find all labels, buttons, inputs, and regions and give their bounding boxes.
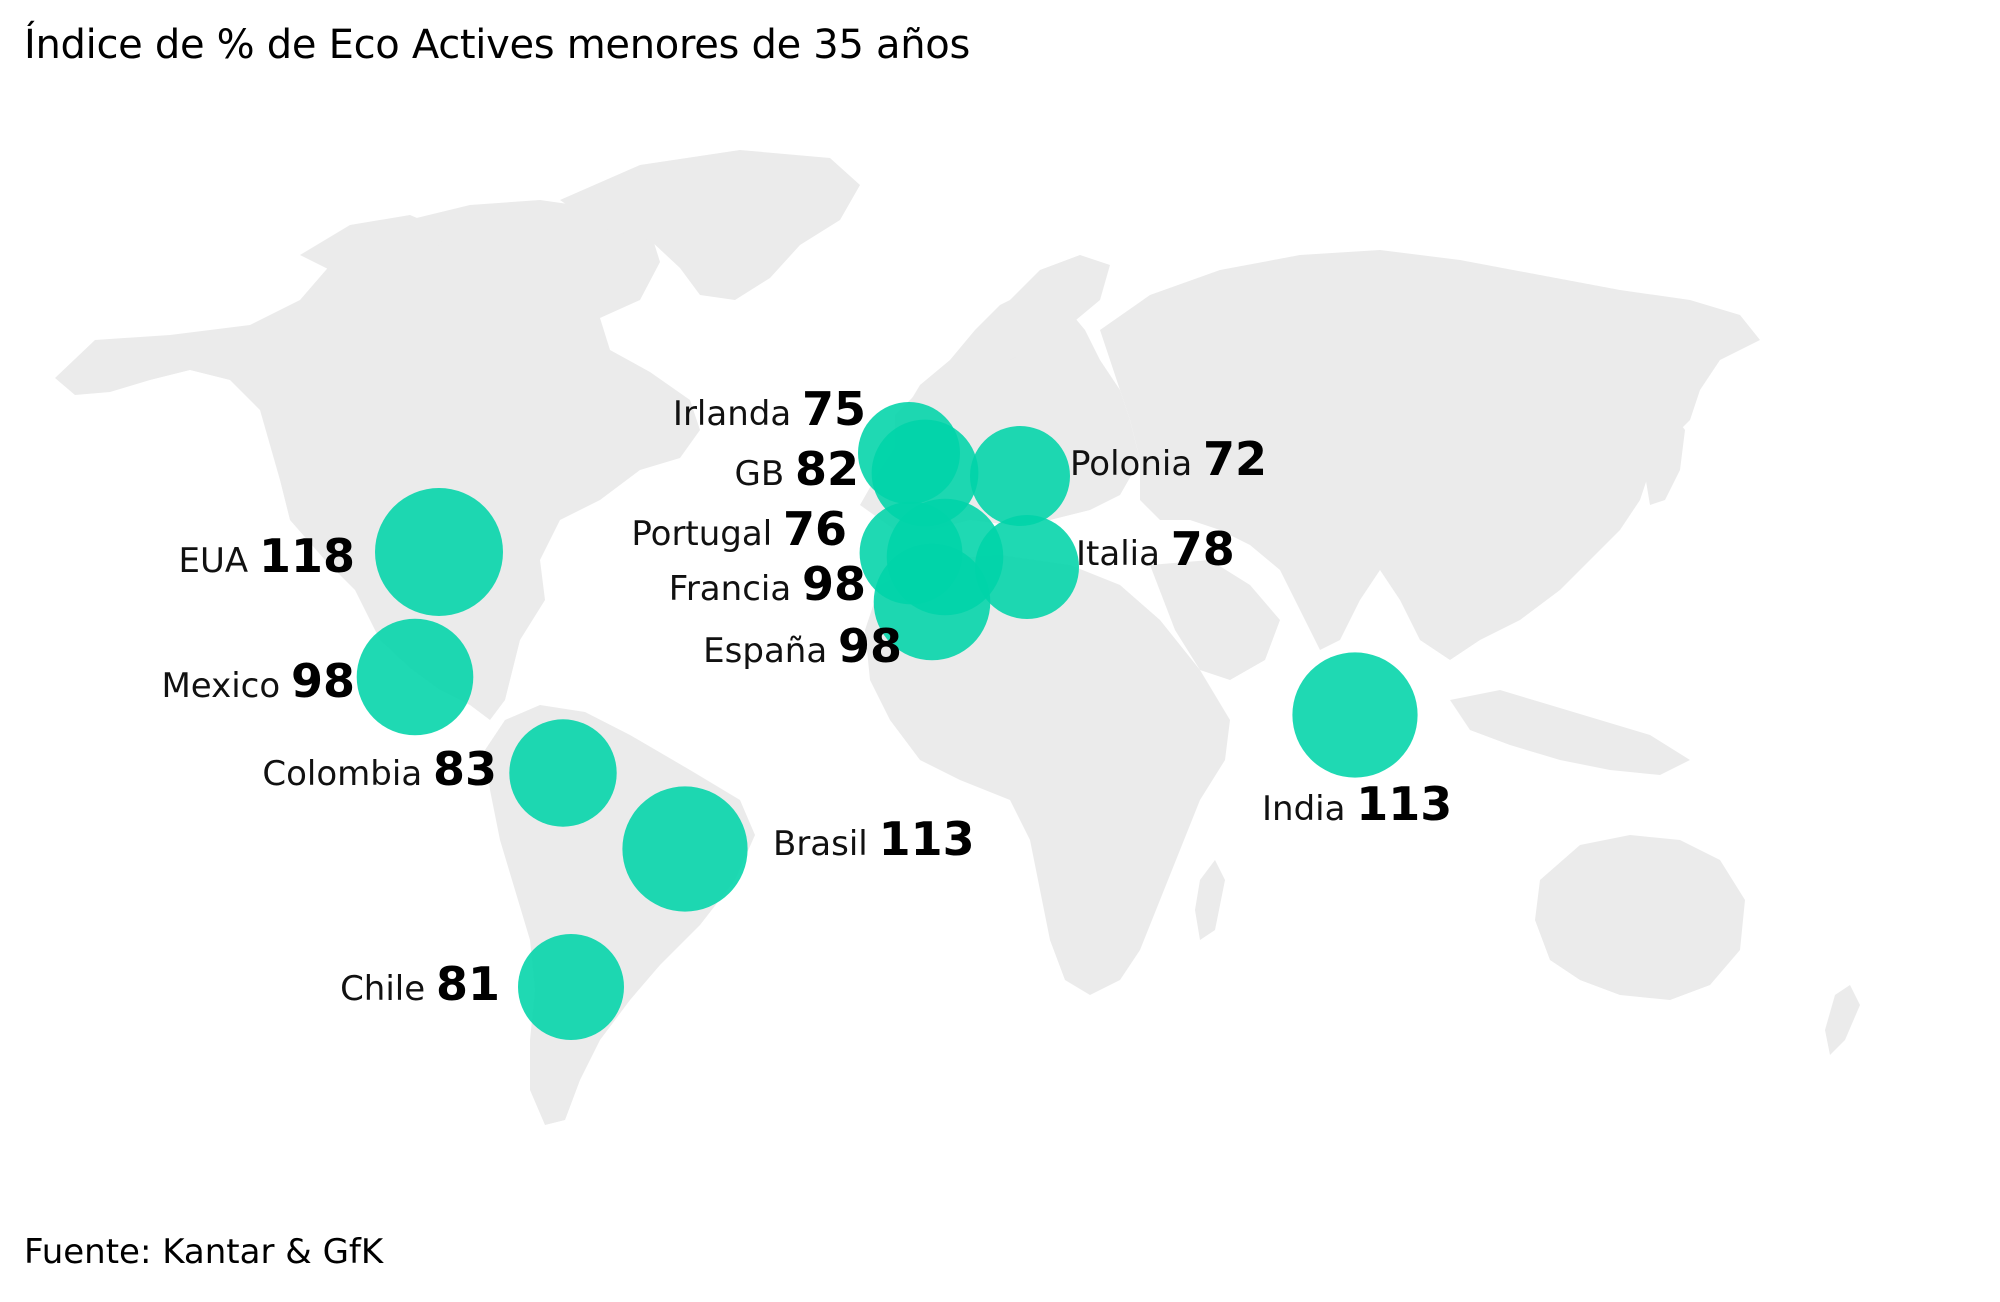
label-españa: España 98 — [703, 619, 902, 673]
bubble-layer — [356, 402, 1418, 1040]
label-eua: EUA 118 — [179, 529, 355, 583]
country-name: Colombia — [262, 754, 433, 794]
label-irlanda: Irlanda 75 — [673, 382, 866, 436]
country-value: 82 — [795, 442, 859, 496]
source-note: Fuente: Kantar & GfK — [24, 1232, 384, 1272]
bubble-italia — [975, 515, 1079, 619]
country-name: Brasil — [773, 824, 879, 864]
country-value: 98 — [838, 619, 902, 673]
landmass-japan — [1645, 410, 1685, 505]
country-value: 113 — [879, 812, 975, 866]
country-name: Francia — [669, 569, 802, 609]
label-colombia: Colombia 83 — [262, 742, 497, 796]
country-name: Polonia — [1070, 444, 1203, 484]
country-value: 76 — [783, 502, 847, 556]
landmass-greenland — [560, 150, 860, 300]
country-name: Irlanda — [673, 394, 802, 434]
bubble-india — [1292, 652, 1418, 778]
country-value: 78 — [1171, 522, 1235, 576]
landmass-north-america — [55, 200, 700, 720]
label-mexico: Mexico 98 — [161, 654, 355, 708]
landmass-new-zealand — [1825, 985, 1860, 1055]
landmass-africa — [865, 555, 1230, 995]
map-title: Índice de % de Eco Actives menores de 35… — [24, 22, 970, 68]
country-name: GB — [735, 454, 795, 494]
bubble-mexico — [356, 618, 474, 736]
country-value: 81 — [436, 957, 500, 1011]
label-gb: GB 82 — [735, 442, 860, 496]
country-name: EUA — [179, 541, 259, 581]
landmass-madagascar — [1195, 860, 1225, 940]
landmass-southeast-asia — [1450, 690, 1690, 775]
label-brasil: Brasil 113 — [773, 812, 975, 866]
landmass-arabia — [1150, 560, 1280, 680]
landmass-arctic-islands — [300, 215, 450, 270]
country-value: 98 — [291, 654, 355, 708]
landmass-australia — [1535, 835, 1745, 1000]
landmass-scandinavia — [990, 255, 1110, 360]
label-francia: Francia 98 — [669, 557, 866, 611]
country-name: India — [1262, 789, 1356, 829]
bubble-polonia — [970, 426, 1070, 526]
country-name: Portugal — [631, 514, 783, 554]
bubble-irlanda — [858, 402, 960, 504]
world-landmass — [55, 150, 1860, 1125]
country-name: Italia — [1076, 534, 1171, 574]
country-value: 118 — [259, 529, 355, 583]
country-value: 75 — [802, 382, 866, 436]
label-india: India 113 — [1262, 777, 1452, 831]
country-value: 83 — [433, 742, 497, 796]
bubble-chile — [518, 934, 624, 1040]
country-value: 113 — [1356, 777, 1452, 831]
label-chile: Chile 81 — [340, 957, 500, 1011]
landmass-asia — [1100, 250, 1760, 660]
label-portugal: Portugal 76 — [631, 502, 847, 556]
label-layer: EUA 118 Mexico 98 Colombia 83 Brasil 113 Chi… — [161, 382, 1452, 1011]
country-value: 72 — [1203, 432, 1267, 486]
label-italia: Italia 78 — [1076, 522, 1235, 576]
country-name: España — [703, 631, 838, 671]
bubble-brasil — [622, 786, 748, 912]
bubble-eua — [375, 488, 503, 616]
country-value: 98 — [802, 557, 866, 611]
bubble-portugal — [859, 501, 963, 605]
label-polonia: Polonia 72 — [1070, 432, 1267, 486]
bubble-colombia — [509, 719, 617, 827]
country-name: Mexico — [161, 666, 291, 706]
country-name: Chile — [340, 969, 436, 1009]
